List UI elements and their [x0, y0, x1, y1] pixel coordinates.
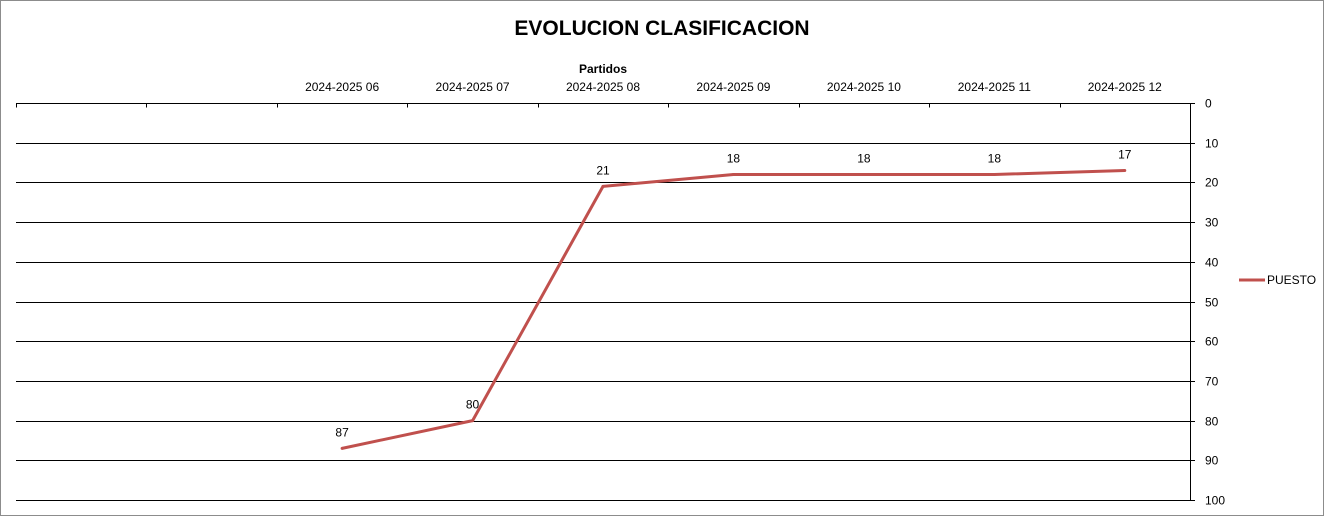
data-label: 21 [596, 163, 610, 177]
data-label: 80 [466, 398, 480, 412]
data-point [601, 184, 605, 188]
axes [16, 103, 1195, 501]
y-tick-label: 40 [1205, 256, 1219, 270]
legend-label-puesto: PUESTO [1267, 273, 1316, 287]
x-axis-title: Partidos [579, 62, 627, 76]
series-line-puesto [341, 169, 1125, 450]
data-point [1123, 168, 1127, 172]
y-tick-label: 80 [1205, 415, 1219, 429]
x-tick-label: 2024-2025 12 [1088, 80, 1162, 94]
x-tick-label: 2024-2025 07 [436, 80, 510, 94]
y-tick-label: 70 [1205, 375, 1219, 389]
chart-title: EVOLUCION CLASIFICACION [514, 17, 809, 40]
data-label: 18 [857, 151, 871, 165]
data-point [471, 419, 475, 423]
x-tick-label: 2024-2025 08 [566, 80, 640, 94]
y-tick-label: 50 [1205, 296, 1219, 310]
x-tick-label: 2024-2025 06 [305, 80, 379, 94]
data-label: 87 [335, 425, 349, 439]
legend: PUESTO [1239, 273, 1316, 287]
y-tick-label: 90 [1205, 454, 1219, 468]
data-point [731, 172, 735, 176]
x-tick-label: 2024-2025 10 [827, 80, 901, 94]
y-tick-labels: 0 10 20 30 40 50 60 70 80 90 100 [1205, 97, 1225, 508]
gridlines [16, 143, 1190, 501]
data-label: 17 [1118, 147, 1132, 161]
y-tick-label: 20 [1205, 176, 1219, 190]
data-point [862, 172, 866, 176]
y-tick-label: 0 [1205, 97, 1212, 111]
y-tick-label: 60 [1205, 335, 1219, 349]
data-label: 18 [727, 151, 741, 165]
data-point [992, 172, 996, 176]
y-tick-label: 30 [1205, 216, 1219, 230]
y-tick-label: 100 [1205, 494, 1225, 508]
y-tick-label: 10 [1205, 137, 1219, 151]
data-point [340, 446, 344, 450]
series-group [340, 168, 1127, 450]
x-tick-label: 2024-2025 09 [696, 80, 770, 94]
data-label: 18 [988, 151, 1002, 165]
x-tick-labels: 2024-2025 06 2024-2025 07 2024-2025 08 2024… [305, 80, 1162, 94]
x-tick-label: 2024-2025 11 [958, 80, 1032, 94]
data-labels: 87 80 21 18 18 18 17 [335, 147, 1131, 439]
